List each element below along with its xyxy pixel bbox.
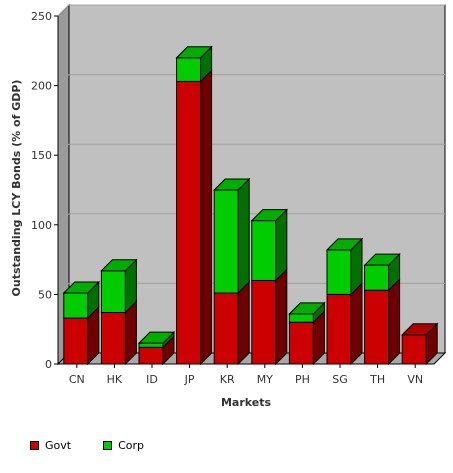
bar-cn-govt <box>63 317 89 365</box>
x-tick-label-hk: HK <box>107 373 123 386</box>
y-axis-title: Outstanding LCY Bonds (% of GDP) <box>10 80 23 297</box>
legend-item-govt: Govt <box>30 439 71 452</box>
y-tick-label: 50 <box>38 288 52 301</box>
bar-id-govt <box>138 346 164 365</box>
legend: Govt Corp <box>30 437 176 453</box>
bar-th-govt-side <box>388 278 401 366</box>
bar-kr-corp <box>213 189 239 294</box>
bar-jp-govt-side <box>200 69 213 366</box>
bar-jp-govt <box>176 80 202 365</box>
y-tick-label: 0 <box>45 358 52 371</box>
legend-label-corp: Corp <box>118 438 144 452</box>
bar-ph-corp-top <box>288 302 326 315</box>
bar-ph-corp <box>288 313 314 323</box>
bar-kr-govt <box>213 292 239 365</box>
bar-hk-corp-top <box>100 259 138 272</box>
bar-kr-corp-top <box>212 178 251 191</box>
bars <box>62 45 439 366</box>
bar-my-govt <box>251 279 277 365</box>
x-tick-label-cn: CN <box>69 373 85 386</box>
bar-hk-govt <box>100 311 126 365</box>
bar-vn-govt <box>401 334 427 365</box>
bar-kr-corp-side <box>237 177 250 295</box>
x-tick-label-ph: PH <box>295 373 310 386</box>
legend-label-govt: Govt <box>45 438 72 452</box>
bar-sg-corp-top <box>325 238 364 251</box>
legend-swatch-govt <box>30 440 39 450</box>
y-tick-label: 250 <box>31 10 52 23</box>
x-tick-label-id: ID <box>146 373 158 386</box>
y-tick-label: 150 <box>31 149 52 162</box>
x-tick-label-my: MY <box>257 373 273 386</box>
bar-kr-govt-side <box>237 280 250 366</box>
legend-swatch-corp <box>103 440 113 450</box>
bar-sg-govt-side <box>350 282 363 366</box>
bar-my-corp <box>251 220 277 281</box>
bar-my-corp-top <box>250 209 289 222</box>
y-tick-label: 100 <box>31 219 52 232</box>
bar-my-govt-side <box>275 268 288 366</box>
gridline-side <box>57 143 70 156</box>
bar-cn-corp-top <box>62 281 101 294</box>
bar-cn-corp <box>63 292 89 319</box>
bar-th-govt <box>364 289 390 365</box>
bar-ph-govt <box>288 321 314 365</box>
bar-sg-govt <box>326 293 352 365</box>
x-tick-label-sg: SG <box>332 373 348 386</box>
gridline-side <box>57 74 70 86</box>
y-tick-label: 200 <box>31 80 52 93</box>
x-tick-label-vn: VN <box>407 373 423 386</box>
bar-jp-corp-top <box>175 46 213 59</box>
x-axis-title: Markets <box>221 396 272 409</box>
legend-item-corp: Corp <box>103 439 144 452</box>
bar-th-corp <box>364 264 390 291</box>
bar-sg-corp <box>326 249 352 295</box>
gridline-side <box>57 4 70 17</box>
x-tick-label-th: TH <box>369 373 385 386</box>
gridline-side <box>57 283 70 295</box>
bar-id-corp-top <box>137 331 176 344</box>
x-tick-label-kr: KR <box>220 373 235 386</box>
bar-my-corp-side <box>275 208 288 282</box>
x-tick-label-jp: JP <box>184 373 195 386</box>
bar-jp-corp <box>176 57 202 82</box>
gridline-side <box>57 213 70 226</box>
bar-hk-corp <box>100 270 126 313</box>
axes: 0 50 100 150 200 250 CN HK ID JP KR MY PH SG TH VN <box>31 10 434 386</box>
bar-th-corp-top <box>363 253 401 266</box>
bar-vn-govt-top <box>400 323 439 336</box>
bar-id-corp <box>138 342 164 348</box>
